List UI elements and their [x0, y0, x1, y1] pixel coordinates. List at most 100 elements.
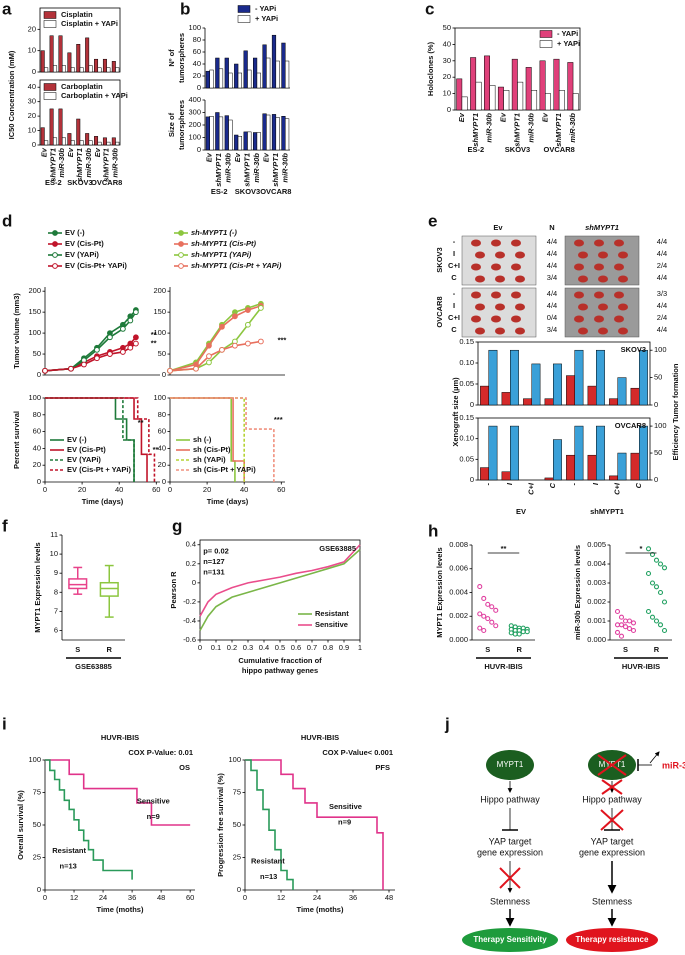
- tumor: [495, 303, 505, 311]
- marker: [81, 361, 87, 368]
- tumor: [618, 327, 628, 335]
- x-tick-label: R: [107, 645, 113, 654]
- x-axis-label: Time (moths): [297, 905, 344, 914]
- cell-line: SKOV3: [435, 247, 444, 272]
- x-tick-label: miR-30b: [224, 153, 233, 183]
- point: [485, 616, 491, 622]
- panel-letter: h: [428, 521, 438, 540]
- series-line: [199, 544, 361, 617]
- point: [481, 595, 487, 601]
- legend-label: sh-MYPT1 (YAPi): [191, 250, 252, 259]
- y-tick-label: 0.4: [186, 540, 196, 549]
- tumor: [618, 303, 628, 311]
- y-tick-label: 20: [28, 24, 36, 33]
- legend-marker: [178, 230, 184, 236]
- bar: [243, 131, 248, 151]
- bar: [205, 116, 210, 151]
- tumor: [614, 263, 624, 271]
- y-tick-label: 80: [158, 410, 166, 419]
- point: [485, 601, 491, 607]
- y-tick-label: 20: [158, 460, 166, 469]
- x-tick-label: shMYPT1: [214, 153, 223, 187]
- plot-frame: [477, 341, 651, 406]
- y-tick-label: 40: [33, 443, 41, 452]
- marker: [245, 340, 251, 347]
- x-tick-label: 60: [186, 893, 194, 902]
- group-label: HUVR-IBIS: [484, 662, 522, 671]
- bar: [511, 58, 518, 111]
- y-tick-label: 11: [50, 530, 58, 539]
- y2-tick-label: 50: [654, 448, 662, 457]
- node-label: Stemness: [490, 896, 531, 906]
- series-line: [245, 759, 294, 890]
- n-value: 4/4: [547, 289, 557, 298]
- y-tick-label: 100: [28, 755, 41, 764]
- y-tick-label: 20: [33, 460, 41, 469]
- bar: [115, 67, 120, 73]
- bar: [40, 50, 45, 73]
- bar: [79, 140, 84, 146]
- tumor: [471, 263, 481, 271]
- bar: [111, 61, 116, 73]
- legend-label: Carboplatin + YAPi: [61, 91, 128, 100]
- x-tick-label: C+I: [527, 482, 536, 495]
- x-tick-label: 0: [168, 485, 172, 494]
- legend-marker: [178, 252, 184, 258]
- bar: [209, 69, 214, 89]
- marker: [68, 365, 74, 372]
- n-value: 4/4: [547, 301, 557, 310]
- point: [645, 546, 652, 552]
- y-tick-label: 200: [28, 286, 41, 295]
- x-tick-label: Ev: [457, 112, 466, 122]
- y2-tick-label: 0: [654, 475, 658, 484]
- panel-letter: b: [180, 0, 190, 18]
- marker: [257, 338, 264, 345]
- marker: [132, 340, 139, 347]
- x-tick-label: 0.1: [211, 643, 221, 652]
- x-tick-label: 48: [385, 893, 393, 902]
- bar: [106, 141, 111, 146]
- x-tick-label: 0.6: [291, 643, 301, 652]
- annotation: n=9: [338, 817, 351, 826]
- x-axis-label: Time (days): [82, 497, 124, 506]
- bar: [88, 65, 93, 73]
- y-tick-label: -0.4: [183, 616, 196, 625]
- marker: [257, 305, 264, 311]
- y-tick-label: 200: [188, 120, 201, 129]
- condition-label: I: [453, 249, 455, 258]
- y-tick-label: 0.05: [459, 379, 474, 388]
- legend-label: sh-MYPT1 (-): [191, 228, 237, 237]
- x-tick-label: Ev: [233, 152, 242, 162]
- marker: [107, 351, 113, 357]
- tumor: [598, 251, 608, 259]
- series-line: [45, 397, 156, 482]
- cross: [600, 809, 624, 831]
- node-label: YAP target: [489, 836, 532, 846]
- y-tick-label: 6: [54, 625, 58, 634]
- bar: [85, 133, 90, 146]
- marker: [94, 346, 100, 353]
- bar: [106, 67, 111, 73]
- x-tick-label: miR-30b: [485, 113, 494, 143]
- x-tick-label: 36: [128, 893, 136, 902]
- y-tick-label: 75: [233, 787, 241, 796]
- x-tick-label: 40: [115, 485, 123, 494]
- point: [481, 613, 487, 619]
- chart-title: HUVR-IBIS: [301, 733, 339, 742]
- point: [524, 629, 530, 635]
- tumor: [594, 315, 604, 323]
- y-tick-label: 50: [443, 23, 451, 32]
- point: [618, 614, 625, 620]
- legend-label: sh-MYPT1 (Cis-Pt + YAPi): [191, 261, 282, 270]
- series-line: [45, 759, 133, 880]
- panel-letter: c: [425, 0, 434, 18]
- x-tick-label: miR-30b: [568, 113, 577, 143]
- cross: [597, 754, 627, 776]
- y-tick-label: 300: [188, 107, 201, 116]
- condition-label: C+I: [448, 313, 460, 322]
- marker: [94, 355, 100, 362]
- x-tick-label: 60: [152, 485, 160, 494]
- condition-label: -: [453, 237, 456, 246]
- group-label: HUVR-IBIS: [622, 662, 660, 671]
- tumor: [475, 327, 485, 335]
